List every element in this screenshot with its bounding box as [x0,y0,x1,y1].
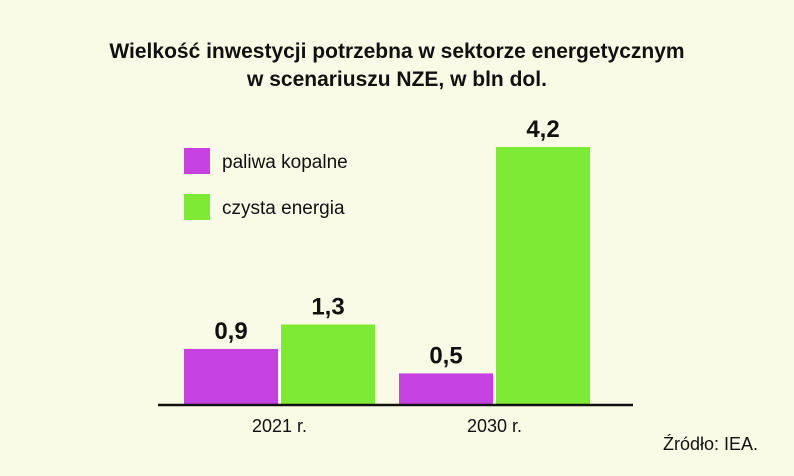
chart-subtitle: w scenariuszu NZE, w bln dol. [247,68,547,91]
source-note: Źródło: IEA. [662,434,758,454]
bar-czysta-energia-2 [496,147,590,404]
x-tick-labels-group: 2021 r. 2030 r. [252,416,522,436]
data-label-paliwa-kopalne-1: 0,9 [214,318,247,345]
legend-label-2: czysta energia [222,198,345,219]
bar-czysta-energia-1 [281,324,375,404]
x-tick-label-2: 2030 r. [467,416,522,436]
x-tick-label-1: 2021 r. [252,416,307,436]
data-label-czysta-energia-1: 1,3 [311,293,344,320]
bar-paliwa-kopalne-2 [399,373,493,404]
data-labels-group: 0,9 1,3 0,5 4,2 [214,116,559,369]
legend-label-1: paliwa kopalne [222,152,348,173]
chart-title-block: Wielkość inwestycji potrzebna w sektorze… [0,38,794,94]
legend-swatch-2 [184,194,210,220]
chart-title: Wielkość inwestycji potrzebna w sektorze… [109,40,685,63]
legend: paliwa kopalne czysta energia [184,148,348,220]
legend-swatch-1 [184,148,210,174]
data-label-czysta-energia-2: 4,2 [526,116,559,143]
bar-paliwa-kopalne-1 [184,348,278,404]
data-label-paliwa-kopalne-2: 0,5 [429,342,462,369]
bars-group [184,147,590,404]
